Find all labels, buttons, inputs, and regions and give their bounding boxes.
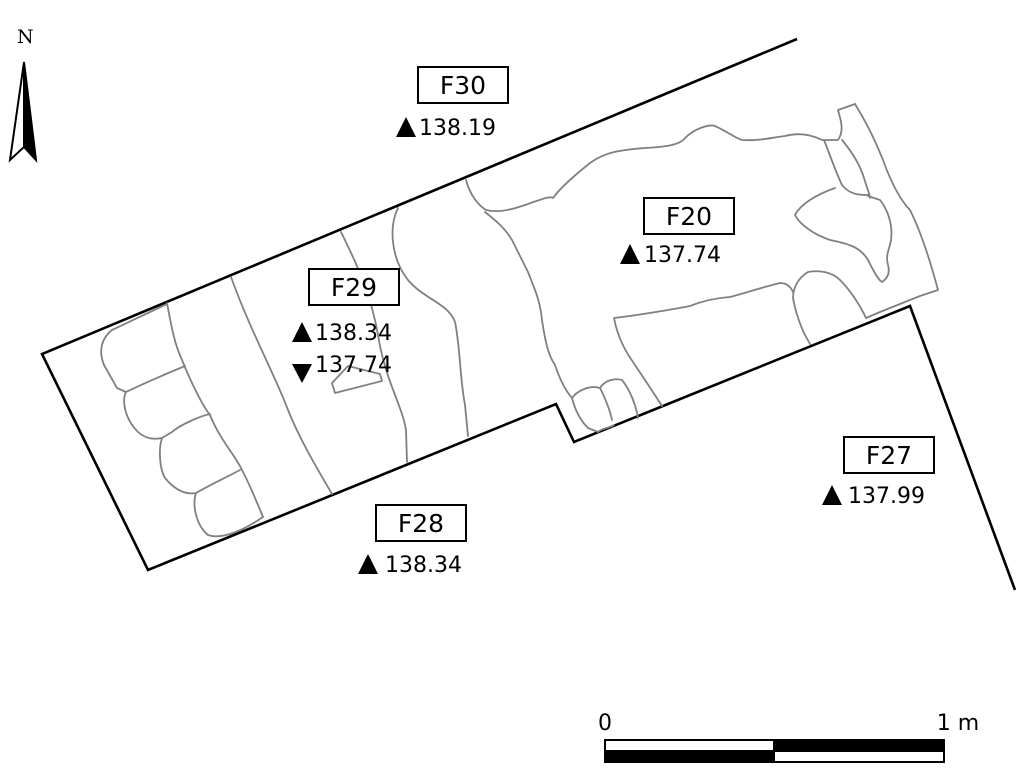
- scale-segment-top-right: [773, 739, 945, 752]
- down-triangle-icon: [292, 364, 312, 383]
- label-f30-text: F30: [440, 71, 486, 100]
- elevation-f30: 138.19: [419, 116, 496, 141]
- label-f20: F20 137.74: [620, 197, 735, 268]
- stone-outline: [599, 387, 613, 421]
- label-f28-text: F28: [398, 509, 444, 538]
- stone-outline: [100, 303, 186, 393]
- elevation-f20: 137.74: [644, 243, 721, 268]
- stone-outline: [854, 103, 939, 319]
- up-triangle-icon: [620, 244, 640, 264]
- scale-bar: 0 1 m: [598, 711, 979, 763]
- trench-outline: [40, 37, 1017, 591]
- elevation-f29-top: 138.34: [315, 321, 392, 346]
- stone-outline: [571, 378, 639, 419]
- label-f27-text: F27: [866, 441, 912, 470]
- label-f28-box: [375, 504, 467, 542]
- stone-outline: [484, 211, 573, 399]
- label-f29-box: [308, 268, 400, 306]
- label-f27: F27 137.99: [822, 436, 935, 509]
- stone-outline: [391, 207, 469, 437]
- stone-outline: [571, 397, 615, 433]
- stone-outline: [465, 103, 856, 213]
- label-f30: F30 138.19: [396, 66, 509, 141]
- stone-outline: [158, 437, 241, 495]
- scale-segment-bottom-left: [604, 750, 775, 763]
- elevation-f29-bottom: 137.74: [315, 353, 392, 378]
- north-arrow-icon: [8, 61, 38, 163]
- label-f30-box: [417, 66, 509, 104]
- scale-segment-bottom-right: [773, 750, 945, 763]
- label-f20-box: [643, 197, 735, 235]
- label-f29: F29 138.34 137.74: [292, 268, 400, 383]
- label-f29-text: F29: [331, 273, 377, 302]
- stone-outline: [230, 276, 333, 495]
- scale-segment-top-left: [604, 739, 775, 752]
- stone-outlines: [100, 103, 939, 538]
- up-triangle-icon: [396, 117, 416, 137]
- stone-outline: [823, 139, 869, 196]
- elevation-f27: 137.99: [848, 484, 925, 509]
- label-f28: F28 138.34: [358, 504, 467, 578]
- stone-outline: [166, 302, 264, 518]
- north-arrow: N: [8, 26, 38, 163]
- scale-start-label: 0: [598, 711, 612, 736]
- stone-outline: [340, 231, 408, 463]
- up-triangle-icon: [292, 322, 312, 342]
- scale-end-label: 1 m: [937, 711, 979, 736]
- stone-outline: [193, 492, 264, 538]
- stone-outline: [794, 187, 893, 283]
- stone-outline: [613, 282, 794, 407]
- stone-outline: [123, 391, 211, 440]
- stone-outline: [841, 139, 871, 199]
- elevation-f28: 138.34: [385, 553, 462, 578]
- up-triangle-icon: [822, 485, 842, 505]
- stone-outline: [331, 365, 383, 394]
- stone-outline: [792, 270, 867, 345]
- label-f20-text: F20: [666, 202, 712, 231]
- up-triangle-icon: [358, 554, 378, 574]
- trench-boundary: [40, 37, 1017, 591]
- label-f27-box: [843, 436, 935, 474]
- north-letter: N: [17, 26, 34, 48]
